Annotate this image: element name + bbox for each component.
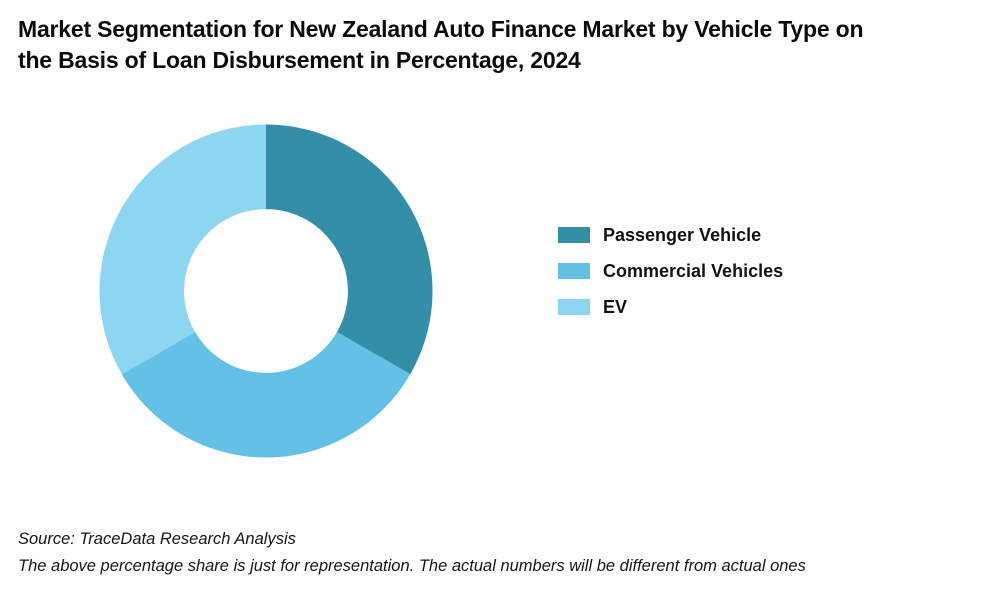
- disclaimer-note: The above percentage share is just for r…: [18, 557, 806, 575]
- legend-label-passenger-vehicle: Passenger Vehicle: [603, 225, 762, 245]
- legend-swatch-ev-icon: [558, 299, 590, 315]
- donut-chart: [99, 124, 433, 458]
- legend-item-commercial-vehicles: Commercial Vehicles: [558, 261, 784, 281]
- chart-title: Market Segmentation for New Zealand Auto…: [18, 14, 864, 76]
- donut-segment: [266, 124, 433, 375]
- legend-item-passenger-vehicle: Passenger Vehicle: [558, 225, 783, 245]
- legend-swatch-passenger-vehicle-icon: [558, 227, 590, 243]
- chart-title-line-2: the Basis of Loan Disbursement in Percen…: [18, 47, 581, 73]
- legend-label-commercial-vehicles: Commercial Vehicles: [603, 261, 784, 281]
- legend-label-ev: EV: [603, 297, 628, 317]
- chart-title-line-1: Market Segmentation for New Zealand Auto…: [18, 16, 864, 42]
- legend: Passenger Vehicle Commercial Vehicles EV: [558, 225, 784, 317]
- donut-chart-svg: [99, 124, 433, 458]
- donut-segment: [99, 124, 266, 375]
- legend-swatch-commercial-vehicles-icon: [558, 263, 590, 279]
- source-note: Source: TraceData Research Analysis: [18, 530, 296, 548]
- footer-notes: Source: TraceData Research Analysis The …: [18, 526, 806, 580]
- donut-segment: [121, 331, 411, 458]
- legend-item-ev: EV: [558, 297, 783, 317]
